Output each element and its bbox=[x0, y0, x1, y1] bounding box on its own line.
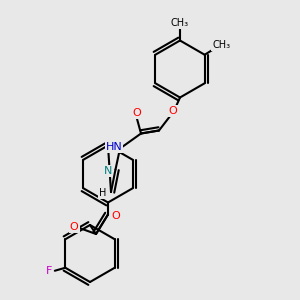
Text: CH₃: CH₃ bbox=[212, 40, 230, 50]
Text: HN: HN bbox=[106, 142, 122, 152]
Text: H: H bbox=[99, 188, 106, 198]
Text: F: F bbox=[46, 266, 52, 276]
Text: O: O bbox=[111, 211, 120, 221]
Text: O: O bbox=[168, 106, 177, 116]
Text: O: O bbox=[70, 221, 79, 232]
Text: N: N bbox=[104, 166, 112, 176]
Text: CH₃: CH₃ bbox=[171, 18, 189, 28]
Text: O: O bbox=[132, 107, 141, 118]
